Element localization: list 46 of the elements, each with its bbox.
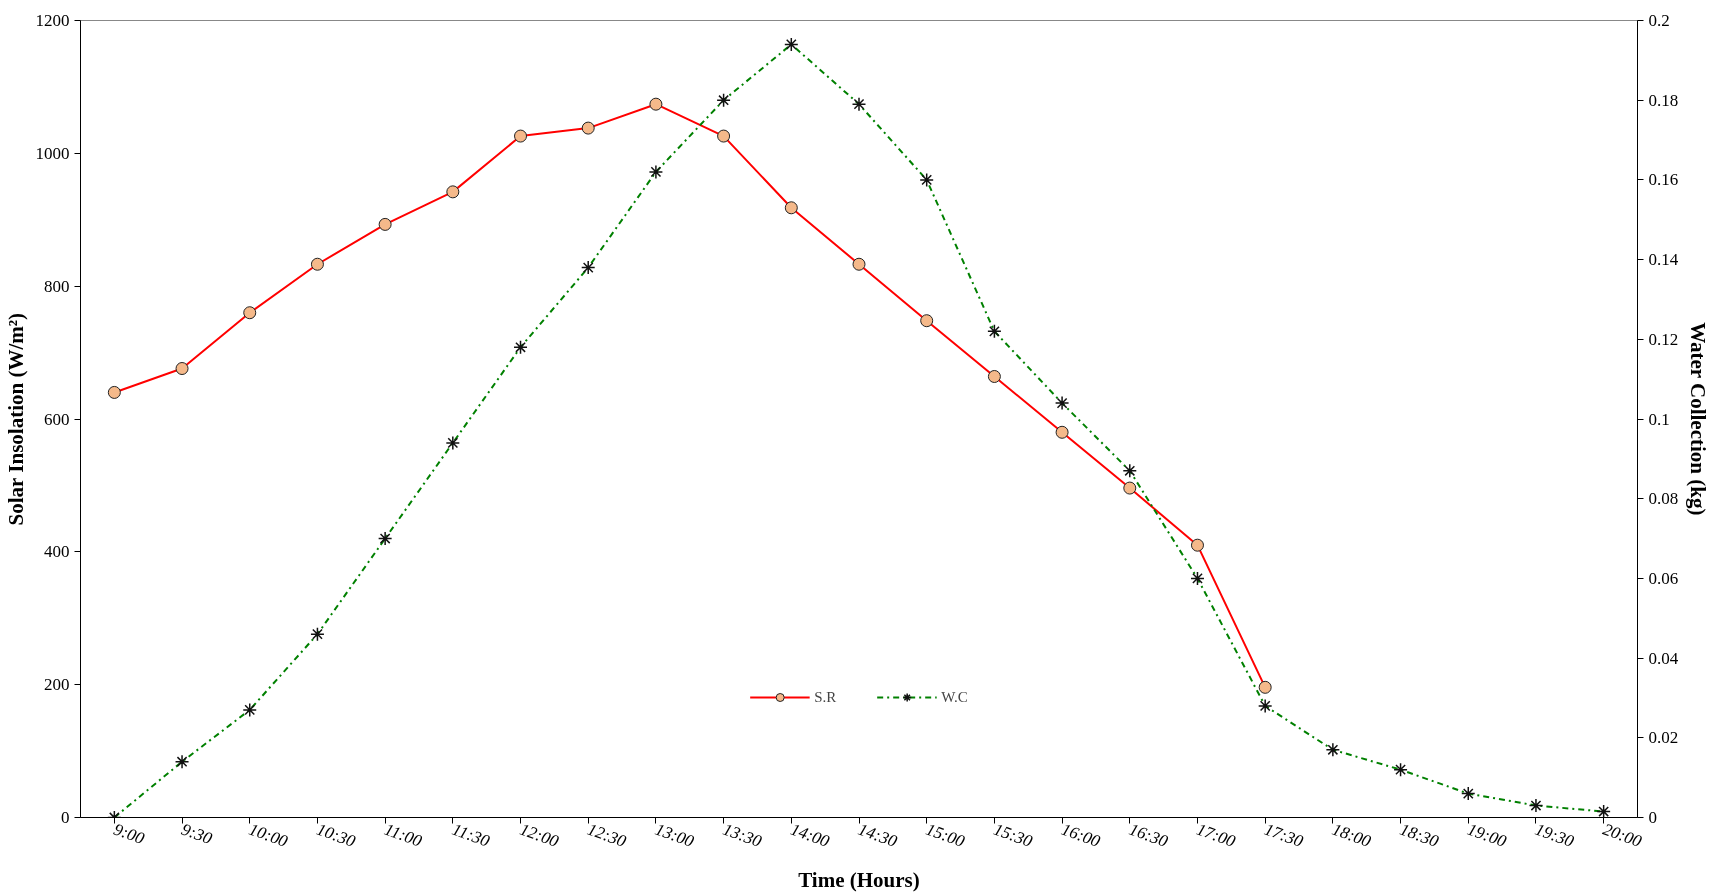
x-tick-label: 12:30 bbox=[584, 819, 630, 852]
x-tick-label: 10:00 bbox=[246, 819, 291, 852]
y-tick-label: 1000 bbox=[35, 143, 70, 163]
x-tick-label: 17:00 bbox=[1194, 819, 1239, 852]
x-tick-label: 9:30 bbox=[178, 819, 216, 849]
x-tick-label: 16:00 bbox=[1058, 819, 1104, 852]
y2-tick-label: 0.18 bbox=[1648, 90, 1679, 110]
y-tick-label: 800 bbox=[44, 276, 70, 296]
y2-tick-label: 0.04 bbox=[1648, 648, 1679, 668]
x-tick-label: 13:00 bbox=[652, 819, 697, 852]
y2-tick-label: 0.16 bbox=[1648, 170, 1679, 190]
x-axis-title: Time (Hours) bbox=[798, 867, 920, 892]
x-tick-label: 19:00 bbox=[1465, 819, 1510, 852]
x-tick-label: 13:30 bbox=[720, 819, 765, 852]
x-tick-label: 16:30 bbox=[1126, 819, 1171, 852]
y2-tick-label: 0.02 bbox=[1648, 728, 1679, 748]
x-tick-label: 15:00 bbox=[923, 819, 968, 852]
x-tick-label: 11:00 bbox=[381, 819, 425, 851]
x-tick-label: 19:30 bbox=[1532, 819, 1577, 852]
y2-tick-label: 0.1 bbox=[1648, 409, 1670, 429]
y2-tick-label: 0.12 bbox=[1648, 329, 1679, 349]
x-tick-label: 17:30 bbox=[1261, 819, 1307, 852]
x-tick-label: 10:30 bbox=[314, 819, 359, 852]
y-axis-title: Solar Insolation (W/m²) bbox=[3, 312, 28, 526]
y-tick-label: 0 bbox=[61, 808, 70, 827]
legend-label: W.C bbox=[941, 688, 968, 706]
y2-tick-label: 0.08 bbox=[1648, 489, 1679, 509]
y-tick-label: 400 bbox=[44, 542, 70, 562]
y2-tick-label: 0 bbox=[1648, 808, 1657, 827]
x-tick-label: 11:30 bbox=[449, 819, 493, 851]
x-tick-label: 9:00 bbox=[111, 819, 148, 849]
x-tick-label: 18:00 bbox=[1329, 819, 1374, 852]
y2-tick-label: 0.14 bbox=[1648, 250, 1679, 270]
y-tick-label: 200 bbox=[44, 675, 70, 695]
x-tick-label: 20:00 bbox=[1600, 819, 1645, 852]
y2-tick-label: 0.2 bbox=[1648, 11, 1670, 30]
x-tick-label: 12:00 bbox=[517, 819, 562, 852]
y2-tick-label: 0.06 bbox=[1648, 568, 1679, 588]
y-tick-label: 1200 bbox=[35, 11, 70, 30]
x-tick-label: 15:30 bbox=[991, 819, 1036, 852]
legend-label: S.R bbox=[814, 688, 837, 706]
y2-axis-title: Water Collection (kg) bbox=[1686, 322, 1711, 516]
x-tick-label: 18:30 bbox=[1397, 819, 1442, 852]
x-tick-label: 14:30 bbox=[855, 819, 900, 852]
y-tick-label: 600 bbox=[44, 409, 70, 429]
x-tick-label: 14:00 bbox=[788, 819, 833, 852]
